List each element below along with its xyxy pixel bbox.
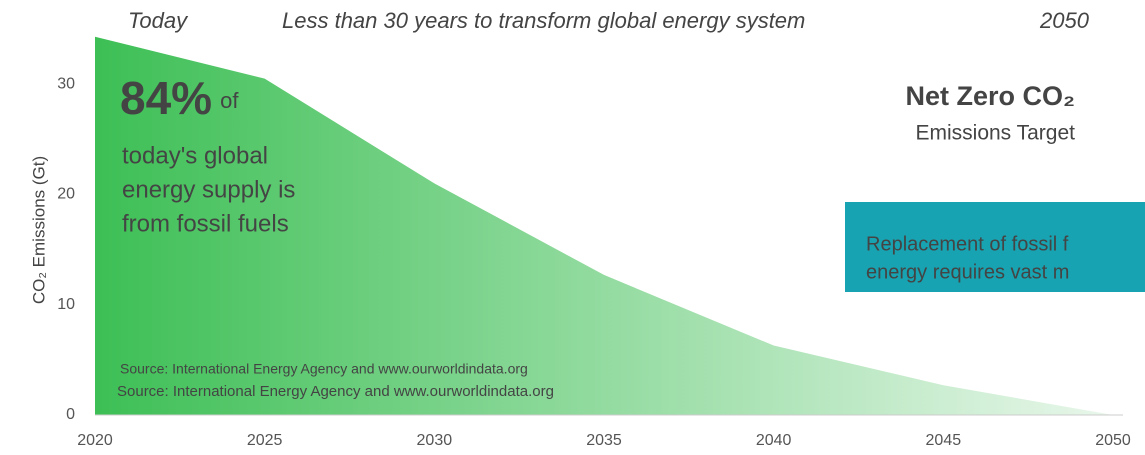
source: Source: International Energy Agency and …: [117, 383, 554, 400]
callout-line: today's global: [122, 142, 268, 169]
target-title: Net Zero CO₂: [905, 81, 1075, 111]
header-right: 2050: [1039, 8, 1090, 33]
x-tick-label: 2045: [926, 432, 962, 449]
callout-small: of: [220, 88, 239, 113]
x-tick-label: 2050: [1095, 432, 1131, 449]
callout: 84% of: [120, 72, 239, 124]
y-tick-label: 10: [57, 296, 75, 313]
y-tick-label: 30: [57, 75, 75, 92]
callout-big: 84%: [120, 72, 212, 124]
callout-line: from fossil fuels: [122, 210, 289, 237]
x-tick-label: 2030: [417, 432, 453, 449]
y-tick-label: 0: [66, 406, 75, 423]
header-left: Today: [128, 8, 189, 33]
x-tick-label: 2020: [77, 432, 113, 449]
target-subtitle: Emissions Target: [915, 122, 1075, 145]
area: [95, 36, 1113, 415]
x-tick-label: 2025: [247, 432, 283, 449]
y-tick-label: 20: [57, 186, 75, 203]
chart-title: Less than 30 years to transform global e…: [282, 8, 805, 33]
y-axis-label: CO₂ Emissions (Gt): [29, 156, 48, 304]
info-box-line: Replacement of fossil f: [866, 233, 1069, 255]
x-tick-label: 2035: [586, 432, 622, 449]
x-tick-label: 2040: [756, 432, 792, 449]
info-box-line: energy requires vast m: [866, 261, 1069, 283]
callout-line: energy supply is: [122, 176, 295, 203]
source: Source: International Energy Agency and …: [120, 361, 528, 377]
info-box: [845, 202, 1145, 292]
